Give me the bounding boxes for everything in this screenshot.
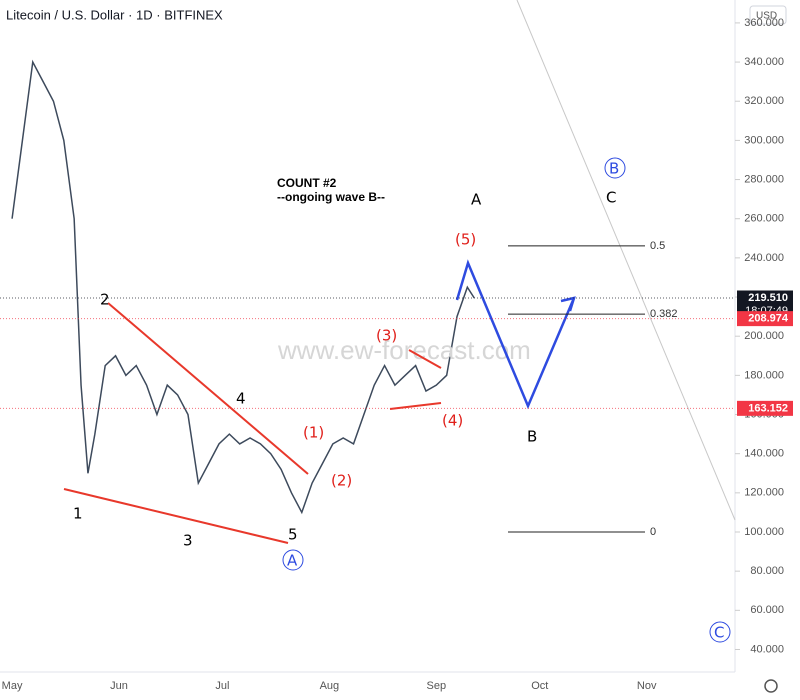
price-tag [737, 400, 793, 416]
wave-circle [709, 621, 731, 643]
wave-label: 5 [288, 526, 298, 544]
y-tick-label: 200.000 [744, 330, 784, 342]
watermark: www.ew-forecast.com [277, 335, 531, 365]
settings-icon[interactable] [764, 679, 778, 693]
symbol-title: Litecoin / U.S. Dollar · 1D · BITFINEX [6, 7, 223, 22]
wave-label: (1) [303, 424, 324, 442]
wave-label: B [527, 428, 537, 446]
y-tick-label: 80.000 [750, 565, 784, 577]
note: --ongoing wave B-- [277, 190, 385, 204]
wave-circle [282, 549, 304, 571]
wave-circle [604, 157, 626, 179]
projection-arrow [455, 259, 576, 410]
wave-label: A [471, 191, 482, 209]
x-tick-label: Sep [427, 680, 447, 692]
y-tick-label: 60.000 [750, 604, 784, 616]
fib-label: 0 [650, 526, 656, 538]
fib-label: 0.5 [650, 240, 665, 252]
y-tick-label: 360.000 [744, 17, 784, 29]
x-tick-label: Oct [531, 680, 548, 692]
x-tick-label: May [2, 680, 23, 692]
fib-label: 0.382 [650, 308, 678, 320]
x-tick-label: Jun [110, 680, 128, 692]
y-tick-label: 280.000 [744, 173, 784, 185]
x-tick-label: Nov [637, 680, 657, 692]
y-tick-label: 100.000 [744, 526, 784, 538]
wave-label: 1 [73, 505, 83, 523]
y-tick-label: 340.000 [744, 56, 784, 68]
trendline [63, 488, 289, 544]
wave-label: (3) [376, 327, 397, 345]
wave-label: 4 [236, 390, 246, 408]
wave-label: C [606, 189, 616, 207]
y-tick-label: 240.000 [744, 252, 784, 264]
wave-label: (2) [331, 472, 352, 490]
x-tick-label: Aug [320, 680, 340, 692]
y-tick-label: 300.000 [744, 134, 784, 146]
wave-label: (4) [442, 412, 463, 430]
note: COUNT #2 [277, 176, 337, 190]
price-line [11, 59, 475, 515]
y-tick-label: 260.000 [744, 213, 784, 225]
price-tag-label: 219.510 [748, 292, 788, 304]
wave-label: C [714, 624, 724, 642]
y-tick-label: 180.000 [744, 369, 784, 381]
y-tick-label: 140.000 [744, 448, 784, 460]
y-tick-label: 120.000 [744, 487, 784, 499]
wave-label: 2 [100, 291, 110, 309]
price-tag [737, 311, 793, 327]
wave-label: B [609, 160, 619, 178]
channel-line [516, 0, 736, 521]
trendline [389, 402, 442, 410]
y-tick-label: 320.000 [744, 95, 784, 107]
wave-label: A [287, 552, 298, 570]
wave-label: (5) [455, 231, 476, 249]
price-tag-label: 163.152 [748, 402, 788, 414]
trendline [408, 349, 442, 369]
x-tick-label: Jul [215, 680, 229, 692]
currency-button[interactable] [749, 5, 787, 25]
trendline [107, 302, 309, 475]
currency[interactable]: USD [756, 11, 777, 22]
price-tag-label: 208.974 [748, 313, 789, 325]
wave-label: 3 [183, 532, 193, 550]
y-tick-label: 40.000 [750, 643, 784, 655]
